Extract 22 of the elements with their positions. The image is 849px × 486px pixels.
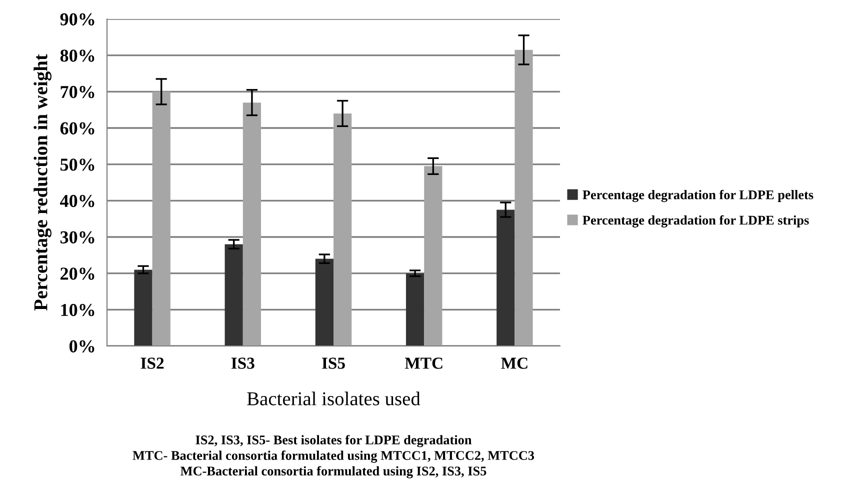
y-tick-label: 70%	[60, 86, 94, 98]
y-axis-title: Percentage reduction in weight	[34, 54, 52, 311]
x-tick-label: IS5	[322, 358, 345, 369]
text: MTC- Bacterial consortia formulated using MTCC1, MTCC2, MTCC3	[132, 450, 534, 463]
x-tick-label: IS3	[231, 358, 254, 369]
x-tick-label: MC	[501, 358, 528, 369]
y-tick-label: 60%	[60, 122, 94, 134]
y-tick-label: 90%	[60, 13, 94, 26]
legend-label: Percentage degradation for LDPE pellets	[582, 190, 814, 202]
y-tick-label: 20%	[60, 268, 94, 280]
x-axis-title: Bacterial isolates used	[247, 392, 420, 406]
y-tick-label: 10%	[61, 304, 94, 316]
y-tick-label: 40%	[60, 194, 94, 208]
x-tick-label: IS2	[140, 358, 164, 369]
y-tick-label: 80%	[60, 50, 94, 62]
text: IS2, IS3, IS5- Best isolates for LDPE degradation	[196, 434, 472, 448]
text: MC-Bacterial consortia formulated using IS2, IS3, IS5	[180, 466, 486, 478]
y-tick-label: 50%	[60, 158, 94, 171]
y-tick-label: 30%	[60, 231, 94, 244]
x-tick-label: MTC	[404, 358, 442, 369]
y-tick-label: 0%	[69, 340, 94, 352]
legend-label: Percentage degradation for LDPE strips	[582, 215, 809, 228]
